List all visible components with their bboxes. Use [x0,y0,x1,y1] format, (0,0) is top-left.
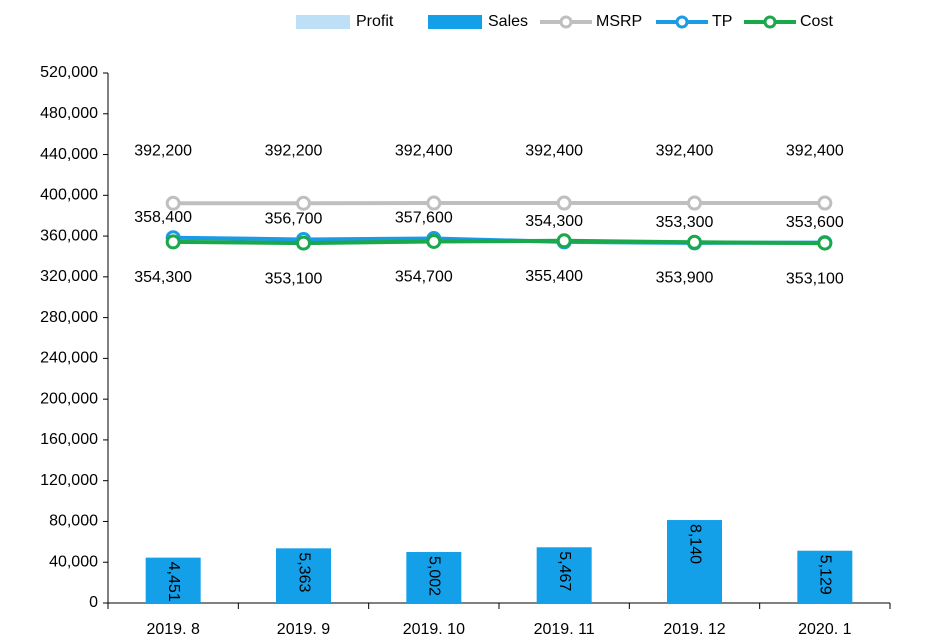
bar-label: 8,140 [686,524,703,564]
marker [296,195,311,211]
legend-marker [675,15,689,29]
x-tick-label: 2019. 10 [403,621,465,638]
x-tick-label: 2019. 9 [277,621,330,638]
y-tick-label: 280,000 [40,309,98,326]
data-label: 355,400 [525,268,583,285]
bar-label: 5,363 [295,552,312,592]
bar [145,557,201,603]
data-label: 354,300 [525,213,583,230]
legend-label: Profit [356,13,394,30]
x-tick-label: 2019. 11 [534,621,595,638]
marker [165,234,181,250]
bar-label: 4,451 [165,562,182,602]
legend-label: TP [712,13,732,30]
marker [817,195,833,211]
y-tick-label: 120,000 [40,472,98,489]
data-label: 392,400 [395,142,453,159]
data-label: 357,600 [395,210,453,227]
legend-label: MSRP [596,13,642,30]
bar-label: 5,467 [556,551,573,591]
bar [406,552,462,603]
legend-label: Cost [800,13,833,30]
x-tick-label: 2020. 1 [798,621,851,638]
data-label: 392,200 [134,142,192,159]
legend-marker [559,15,573,29]
legend-label: Sales [488,13,528,30]
data-label: 354,700 [395,269,453,286]
marker [817,235,833,251]
legend-marker [763,15,777,29]
data-label: 392,400 [786,142,844,159]
bar [276,548,331,603]
y-tick-label: 400,000 [40,187,98,204]
data-label: 356,700 [265,211,323,228]
y-tick-label: 0 [89,594,98,611]
x-tick-label: 2019. 12 [663,621,725,638]
legend-swatch [428,15,482,29]
x-tick-label: 2019. 8 [146,621,199,638]
y-tick-label: 240,000 [40,350,98,367]
data-label: 353,100 [265,270,323,287]
data-label: 392,200 [265,142,323,159]
data-label: 392,400 [656,142,714,159]
data-label: 353,100 [786,270,844,287]
marker [687,195,702,211]
bar-label: 5,129 [817,555,834,595]
marker [687,234,702,250]
bar [536,547,592,603]
line-cost [173,238,825,246]
y-tick-label: 360,000 [40,227,98,244]
data-label: 392,400 [525,142,583,159]
data-label: 358,400 [134,209,192,226]
data-label: 353,300 [656,214,714,231]
marker [165,195,181,211]
y-tick-label: 480,000 [40,105,98,122]
marker [426,195,442,211]
bar [667,520,722,603]
bar-label: 5,002 [426,556,443,596]
y-tick-label: 160,000 [40,431,98,448]
data-label: 353,600 [786,214,844,231]
data-label: 354,300 [134,269,192,286]
marker [556,195,572,211]
y-tick-label: 80,000 [49,513,98,530]
y-tick-label: 320,000 [40,268,98,285]
data-label: 353,900 [656,270,714,287]
y-tick-label: 440,000 [40,146,98,163]
legend-swatch [296,15,350,29]
marker [296,235,311,251]
marker [556,233,572,249]
marker [426,233,442,249]
y-tick-label: 200,000 [40,390,98,407]
y-tick-label: 40,000 [49,553,98,570]
y-tick-label: 520,000 [40,64,98,81]
bar [797,550,853,603]
